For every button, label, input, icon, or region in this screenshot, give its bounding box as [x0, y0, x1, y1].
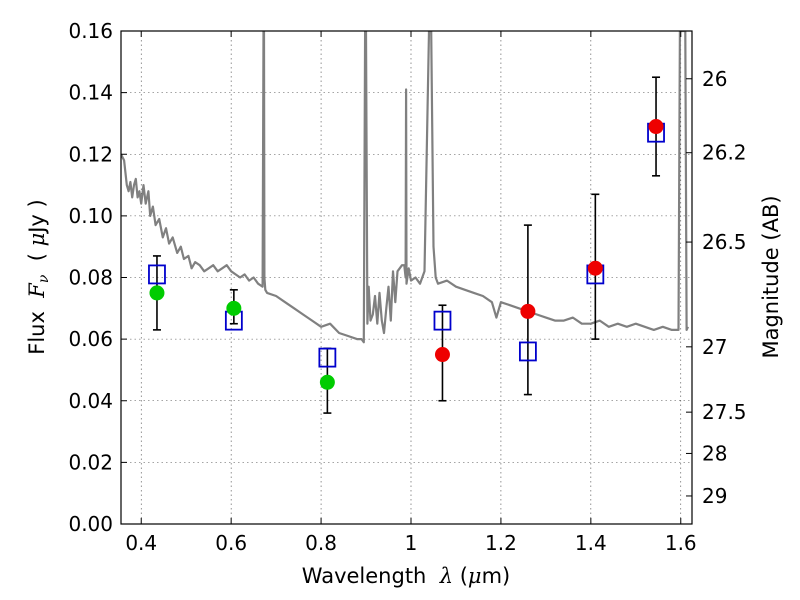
x-tick-label: 0.8 [305, 531, 337, 555]
y-label-symbol: F [25, 282, 49, 299]
x-label-mu: μ [468, 564, 482, 588]
x-label-suffix: ( [453, 564, 468, 588]
y2-tick-label: 26.2 [702, 141, 747, 165]
x-tick-label: 1.4 [575, 531, 607, 555]
x-tick-label: 1 [405, 531, 418, 555]
ticks-group: 0.4 0.6 0.8 1 1.2 1.4 1.6 0.00 0.02 0.04 0.06 0.08 0… [68, 19, 746, 555]
y-tick-label: 0.10 [68, 204, 113, 228]
observed-nir-point [648, 119, 664, 135]
y-label-suffix: ( [25, 246, 49, 274]
y-tick-label: 0.14 [68, 81, 113, 105]
x-tick-label: 1.2 [485, 531, 517, 555]
y-label-prefix: Flux [25, 298, 49, 355]
y-axis-label: Flux Fν ( μJy ) [25, 199, 52, 354]
observed-nir-point [587, 260, 603, 276]
y2-tick-label: 27.5 [702, 400, 747, 424]
observed-optical-point [319, 374, 335, 390]
y-tick-label: 0.08 [68, 266, 113, 290]
observed-optical-point [149, 285, 165, 301]
y2-axis-label: Magnitude (AB) [759, 195, 783, 358]
y-tick-label: 0.16 [68, 19, 113, 43]
observed-nir-point [520, 303, 536, 319]
y2-tick-label: 27 [702, 335, 727, 359]
observed-nir-point [434, 347, 450, 363]
y2-tick-label: 26.5 [702, 230, 747, 254]
y-label-mu: μ [25, 233, 49, 247]
y2-tick-label: 28 [702, 441, 727, 465]
y-label-subscript: ν [36, 274, 52, 283]
model-photometry-square [148, 264, 166, 285]
markers-group [148, 119, 665, 390]
x-axis-label: Wavelength λ (μm) [302, 564, 510, 588]
y-label-unit: Jy ) [25, 199, 49, 235]
x-tick-label: 0.4 [125, 531, 157, 555]
y2-tick-label: 29 [702, 484, 727, 508]
x-label-prefix: Wavelength [302, 564, 440, 588]
gridlines [121, 31, 692, 524]
y-tick-label: 0.02 [68, 450, 113, 474]
y-tick-label: 0.04 [68, 389, 113, 413]
y-tick-label: 0.06 [68, 327, 113, 351]
model-spectrum-group [121, 31, 690, 344]
y-tick-label: 0.00 [68, 512, 113, 536]
x-tick-label: 0.6 [215, 531, 247, 555]
model-photometry-square [318, 347, 337, 368]
x-label-symbol: λ [439, 564, 453, 588]
model-photometry-square [433, 310, 452, 331]
y-tick-label: 0.12 [68, 142, 113, 166]
model-spectrum-line [121, 31, 690, 344]
x-tick-label: 1.6 [665, 531, 697, 555]
model-photometry-square [518, 341, 537, 362]
x-label-unit: m) [482, 564, 511, 588]
y2-tick-label: 26 [702, 67, 727, 91]
observed-optical-point [226, 300, 242, 316]
